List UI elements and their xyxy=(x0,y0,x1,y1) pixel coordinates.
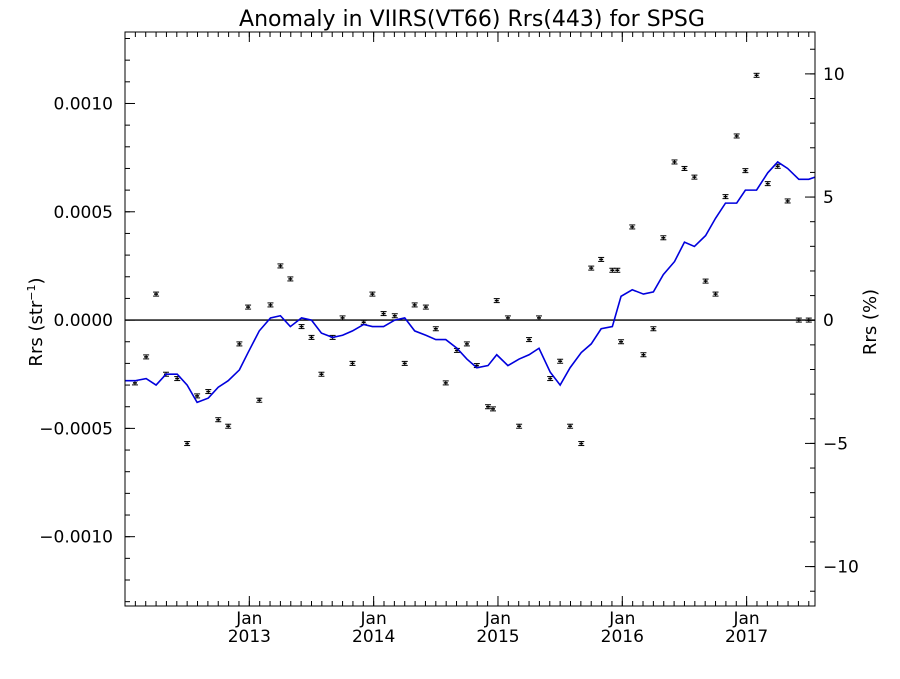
x-tick-label-year: 2014 xyxy=(352,627,395,647)
x-tick-label-month: Jan xyxy=(608,609,635,629)
plot-frame xyxy=(124,31,816,607)
y-tick-label: 0.0000 xyxy=(54,311,113,331)
y2-tick-label: −5 xyxy=(823,434,848,454)
y2-tick-label: 10 xyxy=(823,65,845,85)
y2-axis-label: Rrs (%) xyxy=(860,289,881,355)
y-axis-label: Rrs (str−1) xyxy=(25,277,47,366)
x-tick-label-month: Jan xyxy=(733,609,760,629)
y-tick-label: 0.0005 xyxy=(54,203,113,223)
x-tick-label-year: 2013 xyxy=(228,627,271,647)
y-tick-label: 0.0010 xyxy=(54,94,113,114)
x-tick-label-month: Jan xyxy=(484,609,511,629)
x-tick-label-year: 2015 xyxy=(476,627,519,647)
y2-tick-label: −10 xyxy=(823,558,859,578)
x-tick-label-month: Jan xyxy=(360,609,387,629)
x-tick-label-month: Jan xyxy=(235,609,262,629)
anomaly-line xyxy=(125,160,816,404)
y2-tick-label: 0 xyxy=(823,311,834,331)
chart-marks: 0.0010 0.0005 0.0000 −0.0005 −0.0010 10 5 0 −5 −1… xyxy=(39,32,859,647)
y-tick-label: −0.0010 xyxy=(39,528,113,548)
x-tick-label-year: 2017 xyxy=(725,627,768,647)
y-tick-label: −0.0005 xyxy=(39,419,113,439)
x-tick-label-year: 2016 xyxy=(601,627,644,647)
y2-tick-label: 5 xyxy=(823,188,834,208)
chart-title: Anomaly in VIIRS(VT66) Rrs(443) for SPSG xyxy=(239,7,705,32)
